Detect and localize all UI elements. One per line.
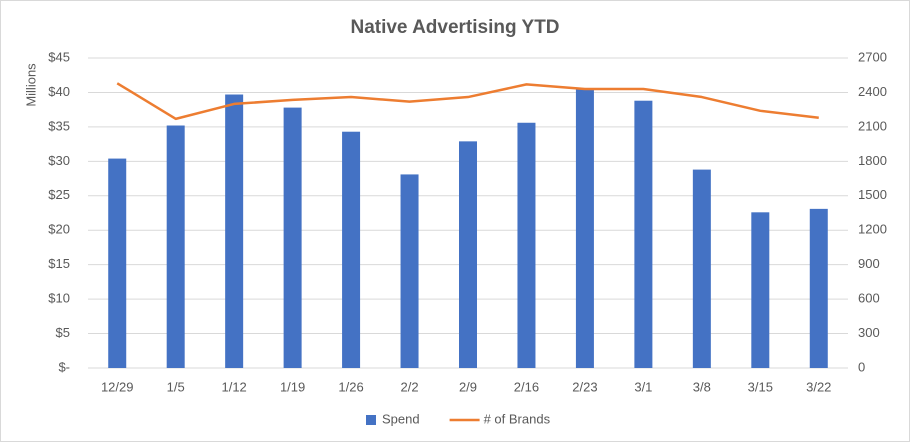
y2-tick-label: 1800 — [858, 153, 887, 168]
x-tick-label: 2/23 — [572, 379, 597, 394]
x-tick-label: 1/12 — [221, 379, 246, 394]
x-tick-label: 2/2 — [400, 379, 418, 394]
bar — [575, 89, 594, 368]
bar — [809, 208, 828, 368]
y-tick-label: $35 — [48, 118, 70, 133]
line — [116, 82, 819, 121]
y-tick-label: $- — [58, 359, 70, 374]
legend-label: Spend — [382, 411, 420, 426]
bar — [166, 125, 185, 368]
y2-tick-label: 600 — [858, 291, 880, 306]
y2-tick-label: 1500 — [858, 187, 887, 202]
x-tick-label: 3/1 — [634, 379, 652, 394]
bar — [459, 141, 477, 368]
legend-swatch — [366, 415, 376, 425]
y-tick-label: $45 — [48, 49, 70, 64]
x-tick-label: 3/22 — [806, 379, 831, 394]
y-tick-label: $30 — [48, 153, 70, 168]
chart-title: Native Advertising YTD — [350, 17, 559, 38]
x-tick-label: 3/15 — [748, 379, 773, 394]
y2-tick-label: 1200 — [858, 222, 887, 237]
bar — [283, 107, 302, 368]
bar — [634, 100, 653, 368]
bar — [108, 158, 127, 368]
x-tick-label: 2/9 — [459, 379, 477, 394]
y-tick-label: $20 — [48, 222, 70, 237]
y2-tick-label: 2100 — [858, 118, 887, 133]
bar — [342, 131, 361, 368]
x-tick-label: 1/19 — [280, 379, 305, 394]
bar — [225, 94, 244, 368]
x-tick-label: 3/8 — [693, 379, 711, 394]
y2-tick-label: 2400 — [858, 84, 887, 99]
y-tick-label: $25 — [48, 187, 70, 202]
y-axis-label: Millions — [23, 63, 38, 107]
bar — [517, 122, 536, 368]
x-tick-label: 2/16 — [514, 379, 539, 394]
y2-tick-label: 900 — [858, 256, 880, 271]
y-tick-label: $5 — [56, 325, 70, 340]
x-tick-label: 1/26 — [338, 379, 363, 394]
y2-tick-label: 300 — [858, 325, 880, 340]
x-tick-label: 12/29 — [101, 379, 134, 394]
y2-tick-label: 0 — [858, 359, 865, 374]
x-tick-label: 1/5 — [167, 379, 185, 394]
bar — [692, 169, 711, 368]
y-tick-label: $40 — [48, 84, 70, 99]
legend-label: # of Brands — [484, 411, 551, 426]
bar — [751, 212, 770, 368]
y2-tick-label: 2700 — [858, 49, 887, 64]
y-tick-label: $10 — [48, 291, 70, 306]
bar — [400, 174, 419, 368]
y-tick-label: $15 — [48, 256, 70, 271]
